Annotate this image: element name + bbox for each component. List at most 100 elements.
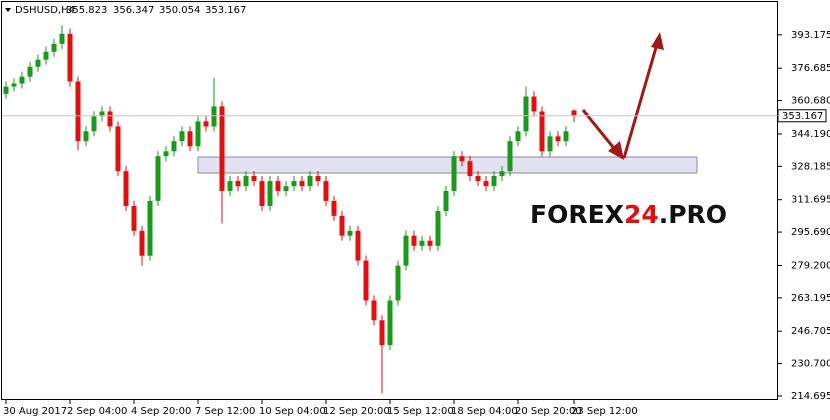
candle-body [139,230,145,256]
x-tick-label: 20 Sep 20:00 [515,406,582,417]
candle-body [443,190,449,212]
candle-body [507,141,513,172]
arrowhead [651,32,664,50]
candle-body [379,320,385,346]
candle-body [523,96,529,132]
candle-body [347,230,353,236]
candle-body [19,76,25,84]
candle-body [283,186,289,191]
candle-body [27,66,33,77]
y-tick-label: 246.705 [791,326,830,337]
candle-body [355,230,361,261]
candle-body [371,300,377,321]
header-high: 356.347 [113,5,154,16]
candle-body [451,156,457,191]
candle-body [219,106,225,191]
candle-body [483,181,489,187]
y-tick-label: 214.695 [791,391,830,402]
symbol: DSHUSD,H4 [15,5,75,16]
candle-body [299,181,305,187]
y-tick-label: 344.190 [791,129,830,140]
candle-body [475,176,481,182]
x-tick-label: 30 Aug 2017 [3,406,67,417]
header-open: 355.823 [66,5,107,16]
x-tick-label: 15 Sep 12:00 [387,406,454,417]
candle-body [75,81,81,142]
candle-body [67,33,73,82]
candle-body [555,136,561,142]
x-tick-label: 2 Sep 04:00 [67,406,127,417]
y-tick-label: 279.200 [791,260,830,271]
candle-body [59,33,65,44]
candle-body [515,131,521,142]
candle-body [411,235,417,246]
candle-body [163,151,169,157]
candle-body [531,96,537,112]
candle-body [107,111,113,127]
candle-body [155,156,161,201]
candle-body [91,116,97,132]
candle-body [459,156,465,162]
candle-body [179,131,185,142]
menu-triangle [5,8,11,12]
candle-body [171,141,177,152]
candle-body [147,200,153,256]
plot-frame [1,1,778,400]
candle-body [243,176,249,187]
header-close: 353.167 [205,5,246,16]
arrow [622,43,659,159]
candle-body [363,260,369,301]
candle-body [35,59,41,67]
x-tick-label: 23 Sep 12:00 [571,406,638,417]
candle-body [99,111,105,117]
candle-body [403,235,409,266]
candle-body [499,171,505,177]
y-tick-label: 393.175 [791,30,830,41]
watermark-part: .PRO [659,200,727,229]
candle-body [123,171,129,206]
candle-body [307,176,313,187]
watermark: FOREX24.PRO [530,200,727,229]
forecast-arrows [581,32,664,160]
y-tick-label: 311.695 [791,195,830,206]
x-tick-label: 12 Sep 20:00 [323,406,390,417]
price-label: 353.167 [782,111,823,122]
candle-body [211,106,217,127]
candle-body [51,43,57,52]
candle-body [435,211,441,246]
candle-body [491,176,497,187]
candle-body [419,240,425,246]
candle-body [195,121,201,147]
candle-body [331,200,337,216]
y-tick-label: 263.195 [791,293,830,304]
candle-body [387,300,393,346]
header-low: 350.054 [159,5,200,16]
candle-body [115,126,121,172]
candle-body [571,110,577,116]
candle-body [339,215,345,236]
candle-body [83,131,89,142]
y-tick-label: 230.700 [791,359,830,370]
x-tick-label: 7 Sep 12:00 [195,406,255,417]
candle-body [547,136,553,152]
candle-body [563,131,569,142]
candle-body [3,86,9,94]
candle-body [203,121,209,127]
y-tick-label: 328.185 [791,161,830,172]
x-tick-label: 4 Sep 20:00 [131,406,191,417]
candle-body [291,181,297,187]
y-tick-label: 376.685 [791,63,830,74]
x-tick-label: 18 Sep 04:00 [451,406,518,417]
candle-body [275,181,281,191]
candle-body [11,83,17,87]
candle-body [323,181,329,201]
candle-body [131,205,137,231]
candle-body [315,176,321,182]
candle-body [427,240,433,246]
candle-body [467,161,473,177]
price-box [777,109,827,123]
candle-body [227,181,233,191]
candle-body [43,51,49,60]
